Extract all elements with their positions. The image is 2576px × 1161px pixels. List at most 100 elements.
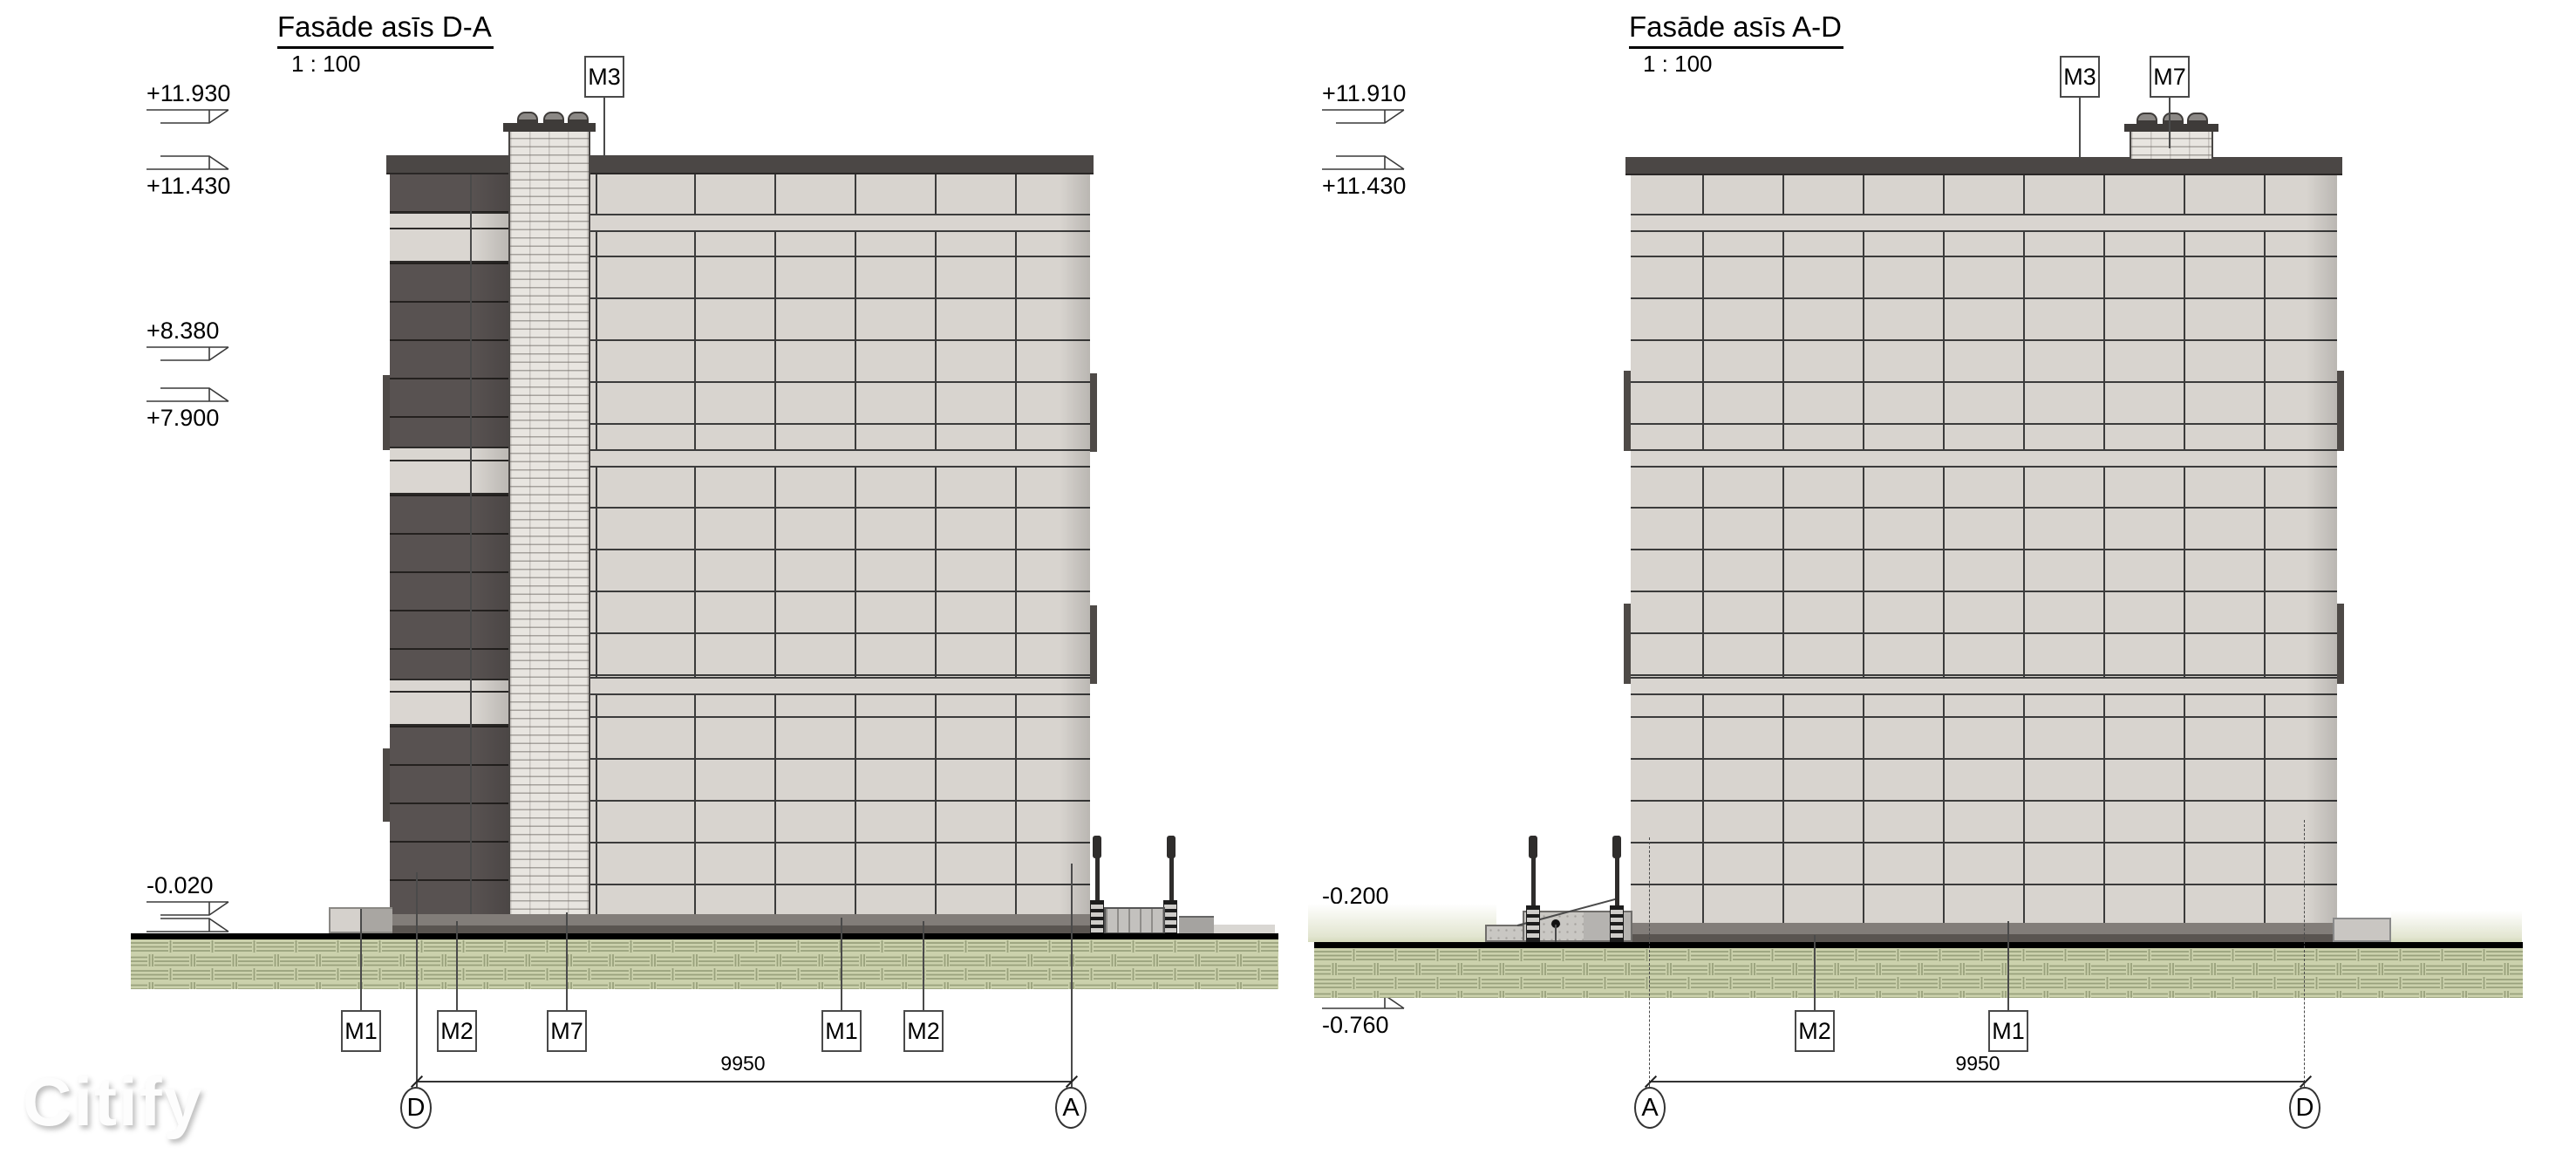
entry-step-block [2333, 918, 2391, 942]
dimension-value: 9950 [720, 1052, 766, 1075]
floor-band [1631, 677, 2337, 695]
elevation-value: +11.430 [1322, 173, 1407, 199]
dimension-line [1650, 1081, 2305, 1082]
roof-vent [2163, 113, 2184, 124]
elevation-marker: +7.900 [147, 386, 251, 431]
level-symbol-icon [147, 918, 229, 932]
elevation-value: +8.380 [147, 318, 220, 344]
side-window-edge [1624, 371, 1631, 451]
level-symbol-icon [147, 901, 229, 916]
elevation-value: +11.910 [1322, 80, 1407, 106]
brick-pilaster [508, 131, 590, 914]
roof-vent [517, 112, 538, 123]
railing-rungs [1090, 900, 1104, 935]
label-leader-line [1814, 935, 1816, 1010]
elevation-marker: +11.430 [147, 154, 251, 199]
floor-band [1631, 214, 2337, 232]
level-symbol-icon [147, 155, 229, 170]
material-label-m1: M1 [341, 1010, 381, 1052]
roof-vent [543, 112, 564, 123]
chimney-brick [2130, 131, 2213, 159]
ground-hatch [131, 939, 1278, 989]
corner-shading [472, 173, 508, 914]
light-panel-band [390, 212, 508, 263]
side-window-edge [383, 748, 390, 822]
material-label-m7: M7 [547, 1010, 587, 1052]
panel-joint [470, 173, 472, 914]
right-view-title: Fasāde asīs A-D [1629, 10, 1843, 49]
roof-vent [2136, 113, 2157, 124]
elevation-value: +7.900 [147, 405, 220, 431]
entrance-grate [1104, 907, 1165, 934]
railing-post [1531, 836, 1536, 912]
material-label-m2b: M2 [903, 1010, 944, 1052]
material-label-m2: M2 [437, 1010, 477, 1052]
label-leader-line [2169, 98, 2171, 148]
dimension-line [416, 1081, 1071, 1082]
ground-hatch [1314, 948, 2523, 998]
side-window-edge [383, 375, 390, 450]
ground-line [1314, 942, 2523, 948]
level-symbol-icon [147, 346, 229, 361]
material-label-m1: M1 [1988, 1010, 2028, 1052]
floor-band [1631, 449, 2337, 468]
side-window-edge [2337, 371, 2344, 451]
material-label-m1b: M1 [821, 1010, 862, 1052]
railing-rungs [1610, 905, 1624, 942]
light-panel-band [390, 679, 508, 726]
dark-panel-band [390, 726, 508, 914]
railing-post-cap [1612, 836, 1621, 858]
parapet-band [386, 155, 1094, 174]
plinth-band [1631, 923, 2337, 944]
side-block [1179, 916, 1214, 934]
railing-post-cap [1167, 836, 1176, 858]
panel-facade [590, 173, 1090, 914]
label-leader-line [841, 918, 842, 1010]
dark-panel-band [390, 495, 508, 679]
chimney-cap [2124, 124, 2218, 132]
elevation-marker: +11.930 [147, 80, 251, 126]
parapet-band [1625, 157, 2342, 175]
leader-dot [1551, 919, 1560, 928]
material-label-m3: M3 [2060, 56, 2100, 98]
axis-bubble: A [1055, 1087, 1087, 1129]
axis-bubble: D [400, 1087, 432, 1129]
stair-step [1485, 925, 1525, 942]
elevation-marker: -0.760 [1322, 993, 1427, 1038]
ground-line [131, 933, 1278, 939]
grass-slope [1308, 904, 1496, 942]
light-panel-band [390, 447, 508, 495]
roof-vent [568, 112, 589, 123]
entry-step-block-shade [360, 909, 392, 932]
panel-facade [1631, 174, 2337, 923]
railing-post-cap [1093, 836, 1101, 858]
left-view-scale: 1 : 100 [291, 51, 361, 77]
label-leader-line [603, 98, 605, 157]
railing-post-cap [1529, 836, 1537, 858]
citify-watermark: Citify [23, 1063, 203, 1140]
elevation-value: +11.930 [147, 80, 231, 106]
side-window-edge [1090, 605, 1097, 684]
roof-vent [2187, 113, 2208, 124]
elevation-marker: +11.910 [1322, 80, 1427, 126]
elevation-marker: +8.380 [147, 318, 251, 363]
railing-post [1615, 836, 1619, 912]
elevation-value: -0.760 [1322, 1012, 1389, 1038]
chimney-cap [503, 123, 596, 132]
label-leader-line [2007, 921, 2009, 1010]
side-window-edge [1624, 604, 1631, 684]
label-leader-line [360, 909, 362, 1010]
floor-band [590, 449, 1090, 468]
level-symbol-icon [147, 109, 229, 124]
elevation-marker: -0.020 [147, 872, 251, 918]
axis-line [1071, 864, 1073, 1087]
railing-rungs [1526, 905, 1540, 942]
axis-line [416, 872, 418, 1087]
label-leader-line [2079, 98, 2081, 159]
dimension-value: 9950 [1955, 1052, 2000, 1075]
side-window-edge [2337, 604, 2344, 684]
axis-line [1649, 837, 1652, 1087]
elevation-marker: +11.430 [1322, 154, 1427, 199]
dark-panel-band [390, 263, 508, 447]
elevation-value: -0.020 [147, 872, 214, 898]
